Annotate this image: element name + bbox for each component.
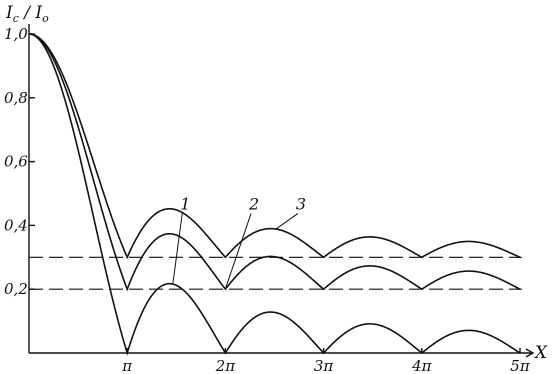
y-tick-label: 0,8: [4, 89, 28, 107]
series-label: 3: [296, 194, 306, 213]
x-ticks: π 2π 3π 4π 5π: [121, 348, 531, 374]
x-tick-label: 5π: [510, 357, 531, 374]
series-labels: 1 2 3: [172, 194, 306, 290]
y-tick-label: 1,0: [4, 25, 28, 43]
x-tick-label: 2π: [215, 357, 237, 374]
x-tick-label: 4π: [411, 357, 433, 374]
x-axis-label: X: [533, 343, 548, 363]
chart-axes: [28, 24, 535, 358]
series-curves: [28, 33, 521, 356]
y-axis-label: Ic / Io: [5, 3, 49, 25]
x-tick-label: π: [121, 357, 133, 374]
x-axis-arrow-icon: [525, 348, 535, 358]
series-curve: [28, 33, 521, 292]
y-tick-label: 0,2: [4, 280, 28, 298]
series-leader-line: [224, 213, 252, 290]
y-tick-label: 0,6: [4, 153, 28, 171]
series-leader-line: [172, 213, 183, 285]
series-label: 1: [180, 194, 190, 213]
series-curve: [28, 33, 521, 356]
y-tick-label: 0,4: [4, 216, 28, 234]
series-leader-line: [275, 213, 299, 230]
series-curve: [28, 33, 521, 260]
x-tick-label: 3π: [314, 357, 335, 374]
series-label: 2: [248, 194, 259, 213]
y-ticks: 0,2 0,4 0,6 0,8 1,0: [4, 25, 35, 298]
